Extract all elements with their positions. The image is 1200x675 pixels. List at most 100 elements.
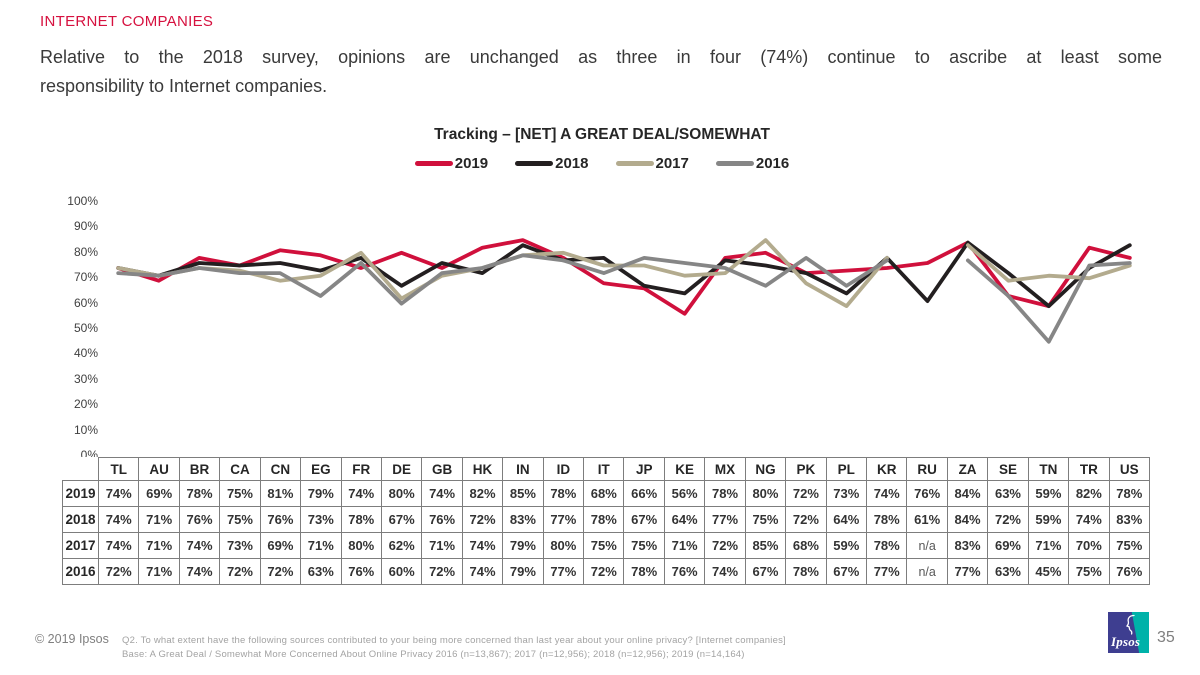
slide-subtitle: Relative to the 2018 survey, opinions ar… <box>40 43 1162 101</box>
legend-item-2018: 2018 <box>515 155 589 172</box>
cell-2016-JP: 78% <box>623 558 665 585</box>
cell-2016-TN: 45% <box>1027 558 1070 585</box>
column-header-US: US <box>1108 457 1151 481</box>
legend-label-2018: 2018 <box>555 155 589 172</box>
cell-2018-PL: 64% <box>825 506 868 533</box>
cell-2017-ID: 80% <box>542 532 585 559</box>
cell-2019-TR: 82% <box>1068 480 1110 507</box>
cell-2016-NG: 67% <box>744 558 787 585</box>
column-header-DE: DE <box>380 457 423 481</box>
column-header-MX: MX <box>704 457 746 481</box>
cell-2018-TR: 74% <box>1068 506 1110 533</box>
cell-2019-IN: 85% <box>502 480 544 507</box>
cell-2017-CN: 69% <box>259 532 302 559</box>
column-header-KR: KR <box>866 457 908 481</box>
footnote: Q2. To what extent have the following so… <box>122 634 786 661</box>
cell-2019-KE: 56% <box>663 480 706 507</box>
cell-2018-CA: 75% <box>219 506 261 533</box>
y-axis: 0% 10% 20% 30% 40% 50% 60% 70% 80% 90% 100% <box>40 0 98 500</box>
column-header-CA: CA <box>219 457 261 481</box>
cell-2016-BR: 74% <box>178 558 221 585</box>
cell-2019-DE: 80% <box>380 480 423 507</box>
cell-2018-MX: 77% <box>704 506 746 533</box>
cell-2019-MX: 78% <box>704 480 746 507</box>
cell-2018-DE: 67% <box>380 506 423 533</box>
y-tick-100: 100% <box>67 194 98 208</box>
legend-swatch-2018 <box>515 161 554 166</box>
cell-2018-ZA: 84% <box>946 506 989 533</box>
series-line-2019 <box>116 238 1132 316</box>
cell-2016-GB: 72% <box>421 558 463 585</box>
line-chart <box>116 238 1132 344</box>
cell-2018-IN: 83% <box>502 506 544 533</box>
cell-2016-IT: 72% <box>583 558 625 585</box>
cell-2017-FR: 80% <box>340 532 382 559</box>
cell-2018-TL: 74% <box>97 506 140 533</box>
cell-2017-SE: 69% <box>987 532 1029 559</box>
cell-2017-ZA: 83% <box>946 532 989 559</box>
cell-2018-SE: 72% <box>987 506 1029 533</box>
footnote-question: Q2. To what extent have the following so… <box>122 635 786 646</box>
column-header-GB: GB <box>421 457 463 481</box>
cell-2019-NG: 80% <box>744 480 787 507</box>
legend-item-2017: 2017 <box>615 155 689 172</box>
table-row-2018: 2018 74% 71% 76% 75% 76% 73% 78% 67% 76% 72% 83% 77%… <box>62 506 1151 533</box>
column-header-ID: ID <box>542 457 585 481</box>
cell-2017-TL: 74% <box>97 532 140 559</box>
row-label-2019: 2019 <box>62 480 99 507</box>
cell-2016-RU: n/a <box>906 558 948 585</box>
cell-2017-EG: 71% <box>300 532 342 559</box>
cell-2018-FR: 78% <box>340 506 382 533</box>
cell-2018-IT: 78% <box>583 506 625 533</box>
column-header-TL: TL <box>97 457 140 481</box>
cell-2019-ZA: 84% <box>946 480 989 507</box>
cell-2016-FR: 76% <box>340 558 382 585</box>
column-header-RU: RU <box>906 457 948 481</box>
cell-2018-BR: 76% <box>178 506 221 533</box>
cell-2017-MX: 72% <box>704 532 746 559</box>
copyright: © 2019 Ipsos <box>35 632 109 646</box>
cell-2016-ZA: 77% <box>946 558 989 585</box>
cell-2018-EG: 73% <box>300 506 342 533</box>
row-label-2018: 2018 <box>62 506 99 533</box>
cell-2019-CN: 81% <box>259 480 302 507</box>
cell-2019-PK: 72% <box>785 480 827 507</box>
table-header-row: TL AU BR CA CN EG FR DE GB HK IN ID IT JP KE MX NG PK PL KR… <box>63 457 1151 481</box>
cell-2016-TR: 75% <box>1068 558 1110 585</box>
column-header-IN: IN <box>502 457 544 481</box>
cell-2017-RU: n/a <box>906 532 948 559</box>
y-tick-90: 90% <box>73 219 98 234</box>
section-kicker: INTERNET COMPANIES <box>40 13 214 30</box>
cell-2019-US: 78% <box>1108 480 1151 507</box>
cell-2016-PK: 78% <box>785 558 827 585</box>
cell-2017-DE: 62% <box>380 532 423 559</box>
column-header-AU: AU <box>138 457 180 481</box>
y-tick-20: 20% <box>73 397 98 412</box>
footnote-base: Base: A Great Deal / Somewhat More Conce… <box>122 648 745 660</box>
cell-2017-GB: 71% <box>421 532 463 559</box>
column-header-TN: TN <box>1027 457 1070 481</box>
cell-2019-GB: 74% <box>421 480 463 507</box>
legend-item-2019: 2019 <box>414 155 488 172</box>
column-header-JP: JP <box>623 457 665 481</box>
column-header-CN: CN <box>259 457 302 481</box>
cell-2018-ID: 77% <box>542 506 585 533</box>
cell-2018-KR: 78% <box>866 506 908 533</box>
legend-item-2016: 2016 <box>715 155 790 172</box>
cell-2016-HK: 74% <box>461 558 504 585</box>
cell-2017-IT: 75% <box>583 532 625 559</box>
column-header-HK: HK <box>461 457 504 481</box>
cell-2019-FR: 74% <box>340 480 382 507</box>
series-line-2018 <box>116 240 1132 308</box>
cell-2019-HK: 82% <box>461 480 504 507</box>
cell-2016-EG: 63% <box>300 558 342 585</box>
cell-2016-TL: 72% <box>97 558 140 585</box>
cell-2017-KR: 78% <box>866 532 908 559</box>
column-header-FR: FR <box>340 457 382 481</box>
legend-label-2016: 2016 <box>755 155 790 172</box>
ipsos-logo-text: Ipsos <box>1111 634 1141 649</box>
column-header-NG: NG <box>744 457 787 481</box>
cell-2019-BR: 78% <box>178 480 221 507</box>
cell-2016-IN: 79% <box>502 558 544 585</box>
